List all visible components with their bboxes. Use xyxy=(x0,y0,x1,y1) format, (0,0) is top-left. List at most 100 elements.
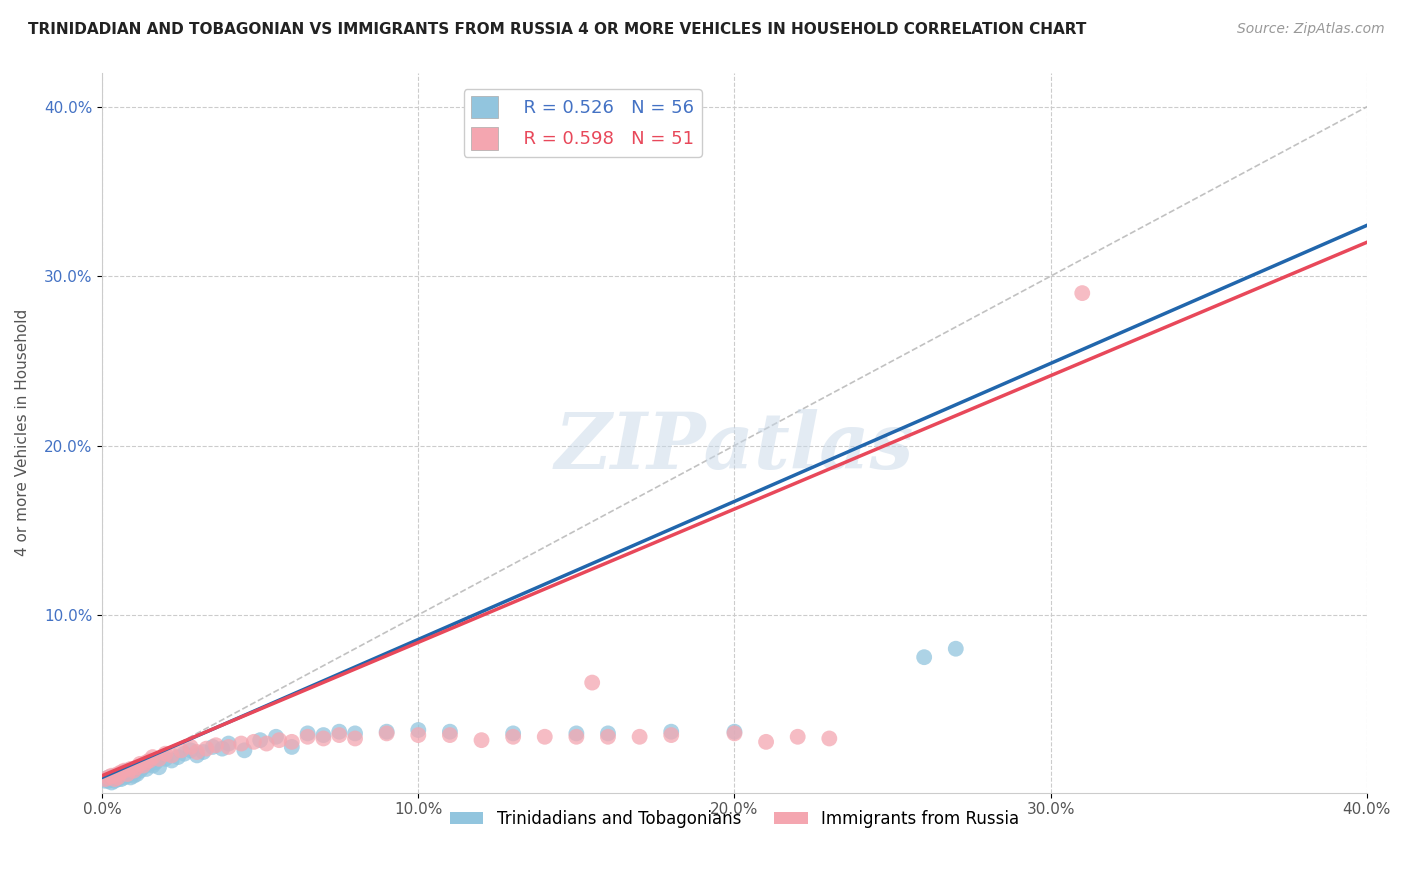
Point xyxy=(755,735,778,749)
Point xyxy=(470,733,492,747)
Point xyxy=(180,739,202,754)
Point xyxy=(120,765,142,780)
Point xyxy=(122,764,145,778)
Point xyxy=(107,771,129,785)
Point xyxy=(100,772,122,786)
Point xyxy=(160,754,183,768)
Point xyxy=(107,767,129,781)
Point xyxy=(110,765,132,780)
Point xyxy=(297,726,319,740)
Point xyxy=(256,737,278,751)
Point xyxy=(408,728,430,742)
Point xyxy=(170,743,193,757)
Point xyxy=(142,758,165,772)
Point xyxy=(201,739,224,754)
Point xyxy=(97,771,120,785)
Point xyxy=(132,758,155,772)
Point xyxy=(408,723,430,737)
Point xyxy=(281,735,304,749)
Text: Source: ZipAtlas.com: Source: ZipAtlas.com xyxy=(1237,22,1385,37)
Point xyxy=(328,724,350,739)
Legend: Trinidadians and Tobagonians, Immigrants from Russia: Trinidadians and Tobagonians, Immigrants… xyxy=(443,804,1026,835)
Point xyxy=(180,743,202,757)
Point xyxy=(129,756,152,771)
Point xyxy=(148,752,170,766)
Point xyxy=(565,726,588,740)
Point xyxy=(122,762,145,776)
Point xyxy=(94,772,117,786)
Point xyxy=(186,745,208,759)
Point xyxy=(135,755,157,769)
Point xyxy=(375,724,398,739)
Point xyxy=(945,641,967,656)
Point xyxy=(218,739,240,754)
Point xyxy=(596,726,619,740)
Point xyxy=(1071,286,1094,301)
Point xyxy=(205,738,228,752)
Point xyxy=(502,730,524,744)
Point xyxy=(117,767,139,781)
Point xyxy=(120,771,142,785)
Point xyxy=(129,764,152,778)
Point xyxy=(312,731,335,746)
Point xyxy=(148,760,170,774)
Point xyxy=(120,762,142,776)
Point xyxy=(243,735,266,749)
Point xyxy=(94,772,117,786)
Point xyxy=(173,747,195,761)
Point xyxy=(104,773,127,788)
Point xyxy=(533,730,555,744)
Point xyxy=(112,765,135,780)
Point xyxy=(312,728,335,742)
Text: ZIPatlas: ZIPatlas xyxy=(555,409,914,485)
Point xyxy=(145,755,167,769)
Point xyxy=(193,745,215,759)
Point xyxy=(659,724,682,739)
Point xyxy=(375,726,398,740)
Point xyxy=(112,764,135,778)
Point xyxy=(186,748,208,763)
Point xyxy=(100,775,122,789)
Point xyxy=(195,741,218,756)
Point xyxy=(104,772,127,786)
Point xyxy=(104,769,127,783)
Point xyxy=(142,750,165,764)
Point xyxy=(112,771,135,785)
Point xyxy=(281,739,304,754)
Point xyxy=(264,730,287,744)
Point xyxy=(328,728,350,742)
Point xyxy=(218,737,240,751)
Point xyxy=(117,769,139,783)
Point xyxy=(107,772,129,786)
Y-axis label: 4 or more Vehicles in Household: 4 or more Vehicles in Household xyxy=(15,310,30,557)
Point xyxy=(912,650,935,665)
Point xyxy=(125,760,148,774)
Point xyxy=(125,767,148,781)
Point xyxy=(167,750,190,764)
Point xyxy=(94,773,117,788)
Point xyxy=(155,747,177,761)
Point xyxy=(786,730,808,744)
Point xyxy=(297,730,319,744)
Point xyxy=(117,764,139,778)
Point xyxy=(211,741,233,756)
Point xyxy=(628,730,651,744)
Point xyxy=(155,752,177,766)
Point xyxy=(502,726,524,740)
Point xyxy=(723,726,745,740)
Point xyxy=(596,730,619,744)
Point xyxy=(344,731,367,746)
Point xyxy=(231,737,253,751)
Point xyxy=(97,771,120,785)
Point xyxy=(110,772,132,786)
Point xyxy=(269,733,291,747)
Point xyxy=(160,748,183,763)
Point xyxy=(122,769,145,783)
Point xyxy=(233,743,256,757)
Point xyxy=(344,726,367,740)
Point xyxy=(138,756,160,771)
Point xyxy=(439,728,461,742)
Point xyxy=(100,769,122,783)
Point xyxy=(581,675,603,690)
Point xyxy=(135,762,157,776)
